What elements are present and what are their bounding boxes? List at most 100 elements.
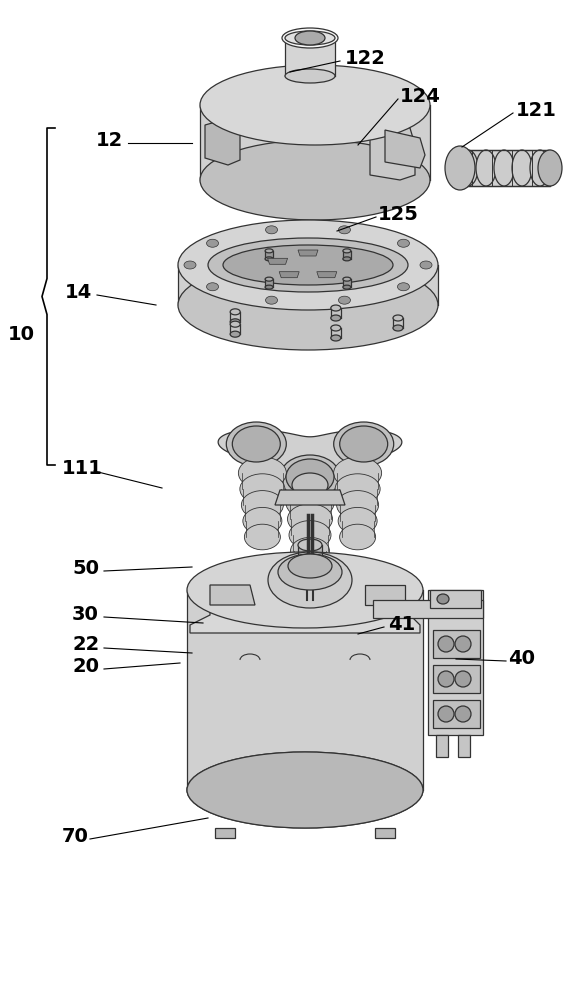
Ellipse shape [288, 504, 332, 534]
Ellipse shape [266, 296, 278, 304]
Bar [298, 545, 322, 560]
Ellipse shape [285, 31, 335, 45]
Ellipse shape [438, 671, 454, 687]
Text: 22: 22 [72, 636, 99, 654]
Ellipse shape [278, 554, 342, 590]
Bar [178, 265, 438, 305]
Polygon shape [385, 130, 425, 168]
Ellipse shape [340, 524, 376, 550]
Ellipse shape [455, 706, 471, 722]
Ellipse shape [292, 554, 328, 580]
Ellipse shape [438, 636, 454, 652]
Text: 10: 10 [8, 326, 35, 344]
Ellipse shape [286, 459, 334, 495]
Polygon shape [268, 258, 288, 264]
Text: 14: 14 [65, 282, 92, 302]
Ellipse shape [295, 31, 325, 45]
Ellipse shape [230, 321, 240, 327]
Ellipse shape [243, 507, 282, 535]
Ellipse shape [187, 752, 423, 828]
Ellipse shape [397, 283, 410, 291]
Ellipse shape [393, 325, 403, 331]
Ellipse shape [331, 335, 341, 341]
Ellipse shape [282, 28, 338, 48]
Text: 40: 40 [508, 648, 535, 668]
Ellipse shape [339, 226, 350, 234]
Ellipse shape [178, 220, 438, 310]
Ellipse shape [335, 474, 380, 504]
Ellipse shape [290, 537, 329, 565]
Bar [215, 828, 235, 838]
Ellipse shape [241, 491, 284, 519]
Bar [375, 828, 395, 838]
Ellipse shape [200, 140, 430, 220]
Ellipse shape [455, 671, 471, 687]
Ellipse shape [331, 305, 341, 311]
Bar [343, 251, 351, 259]
Text: 111: 111 [62, 458, 103, 478]
Ellipse shape [297, 594, 333, 610]
Ellipse shape [343, 277, 351, 281]
Ellipse shape [538, 150, 562, 186]
Ellipse shape [331, 315, 341, 321]
Ellipse shape [230, 309, 240, 315]
Ellipse shape [238, 457, 286, 489]
Bar [430, 590, 481, 608]
Ellipse shape [265, 257, 273, 261]
Ellipse shape [292, 473, 328, 497]
Bar [458, 735, 470, 757]
Ellipse shape [289, 521, 331, 549]
Bar [460, 150, 550, 186]
Ellipse shape [343, 285, 351, 289]
Ellipse shape [184, 261, 196, 269]
Ellipse shape [339, 296, 350, 304]
Ellipse shape [333, 457, 382, 489]
Polygon shape [205, 118, 240, 165]
Ellipse shape [288, 554, 332, 578]
Ellipse shape [178, 260, 438, 350]
Ellipse shape [397, 239, 410, 247]
Text: 30: 30 [72, 604, 99, 624]
Bar [428, 590, 483, 735]
Text: 121: 121 [516, 101, 557, 119]
Ellipse shape [340, 426, 388, 462]
Polygon shape [373, 600, 483, 618]
Text: 70: 70 [62, 826, 89, 846]
Ellipse shape [200, 65, 430, 145]
Ellipse shape [232, 426, 280, 462]
Ellipse shape [458, 150, 478, 186]
Text: 41: 41 [388, 614, 415, 634]
Ellipse shape [227, 422, 286, 466]
Polygon shape [317, 272, 337, 278]
Ellipse shape [208, 238, 408, 292]
Ellipse shape [476, 150, 496, 186]
Ellipse shape [298, 539, 322, 551]
Bar [200, 105, 430, 180]
Text: 124: 124 [400, 87, 441, 105]
Text: 12: 12 [96, 130, 123, 149]
Ellipse shape [265, 249, 273, 253]
Ellipse shape [298, 554, 322, 566]
Ellipse shape [276, 63, 344, 89]
Ellipse shape [196, 232, 420, 298]
Bar [433, 630, 480, 658]
Ellipse shape [445, 146, 475, 190]
Ellipse shape [206, 283, 218, 291]
Polygon shape [298, 250, 318, 256]
Ellipse shape [187, 552, 423, 628]
Ellipse shape [268, 552, 352, 608]
Text: 122: 122 [345, 48, 386, 68]
Ellipse shape [206, 239, 218, 247]
Ellipse shape [280, 455, 340, 499]
Polygon shape [190, 595, 420, 633]
Ellipse shape [437, 594, 449, 604]
Ellipse shape [285, 69, 335, 83]
Bar [393, 318, 403, 328]
Bar [285, 38, 335, 76]
Ellipse shape [336, 491, 379, 519]
Ellipse shape [420, 261, 432, 269]
Ellipse shape [343, 257, 351, 261]
Bar [331, 328, 341, 338]
Ellipse shape [343, 249, 351, 253]
Polygon shape [370, 120, 415, 180]
